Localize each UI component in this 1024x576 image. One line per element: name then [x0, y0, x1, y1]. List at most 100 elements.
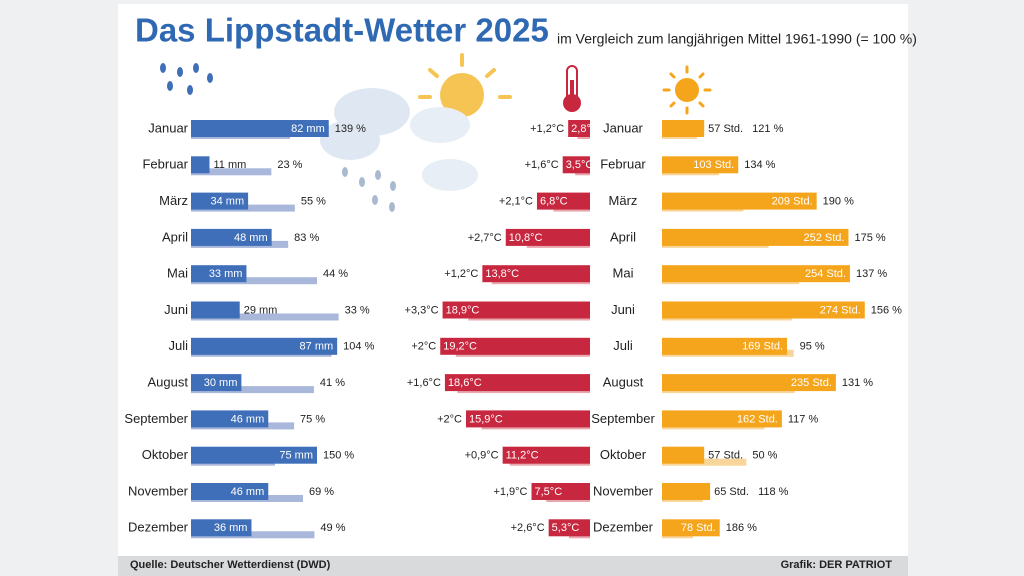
month-label: April	[610, 229, 636, 244]
month-label: Oktober	[600, 447, 647, 462]
percent-label: 41 %	[320, 377, 345, 389]
bar	[662, 374, 836, 392]
value-label: 169 Std.	[742, 341, 783, 353]
bar	[444, 374, 590, 392]
bar	[465, 410, 590, 428]
bar	[191, 265, 247, 283]
bar	[191, 483, 269, 500]
bar	[662, 519, 720, 537]
value-label: 65 Std.	[714, 486, 749, 498]
mean-bar	[191, 313, 339, 321]
percent-label: 49 %	[320, 522, 345, 534]
percent-label: 95 %	[800, 341, 825, 353]
bar	[191, 192, 249, 210]
bar	[191, 156, 210, 174]
month-label: Juni	[611, 302, 635, 317]
percent-label: 137 %	[856, 268, 887, 280]
bar	[536, 192, 590, 210]
percent-label: 118 %	[758, 486, 789, 498]
anomaly-label: +1,2°C	[444, 268, 478, 280]
percent-label: 121 %	[752, 123, 783, 135]
anomaly-label: +2,6°C	[511, 522, 545, 534]
title: Das Lippstadt-Wetter 2025	[135, 12, 549, 49]
percent-label: 33 %	[345, 304, 370, 316]
month-label: Dezember	[593, 520, 654, 535]
bar	[191, 120, 329, 137]
month-label: Juli	[613, 338, 633, 353]
thermometer-icon	[563, 65, 581, 112]
percent-label: 150 %	[323, 450, 354, 462]
month-label: November	[593, 483, 654, 498]
month-label: März	[159, 193, 188, 208]
percent-label: 44 %	[323, 268, 348, 280]
month-label: Mai	[613, 266, 634, 281]
percent-label: 190 %	[823, 196, 854, 208]
month-label: Juni	[164, 302, 188, 317]
value-label: 11,2°C	[506, 450, 539, 462]
percent-label: 75 %	[300, 413, 325, 425]
value-label: 46 mm	[231, 413, 265, 425]
percent-label: 186 %	[726, 522, 757, 534]
bar	[662, 337, 788, 355]
anomaly-label: +3,3°C	[405, 304, 439, 316]
month-label: Januar	[603, 120, 643, 135]
bar	[191, 519, 252, 537]
percent-label: 134 %	[744, 159, 775, 171]
bar	[662, 301, 865, 319]
month-label: Juli	[168, 338, 188, 353]
value-label: 36 mm	[214, 522, 248, 534]
bar	[662, 120, 705, 137]
value-label: 2,8°C	[571, 123, 599, 135]
bar	[562, 156, 590, 174]
anomaly-label: +2,7°C	[468, 232, 502, 244]
mean-bar	[191, 531, 315, 539]
value-label: 29 mm	[244, 304, 278, 316]
bar	[662, 265, 850, 283]
value-label: 19,2°C	[443, 341, 477, 353]
anomaly-label: +2°C	[411, 341, 436, 353]
bar	[505, 228, 590, 246]
month-label: Mai	[167, 266, 188, 281]
anomaly-label: +2°C	[437, 413, 462, 425]
month-label: September	[124, 411, 188, 426]
source: Quelle: Deutscher Wetterdienst (DWD)	[130, 559, 331, 571]
bar	[662, 483, 711, 500]
percent-label: 117 %	[788, 413, 819, 425]
bar	[191, 337, 338, 355]
bar	[662, 228, 849, 246]
bar	[191, 228, 272, 246]
percent-label: 156 %	[871, 304, 902, 316]
percent-label: 175 %	[854, 232, 885, 244]
value-label: 46 mm	[231, 486, 265, 498]
value-label: 11 mm	[213, 159, 246, 171]
value-label: 48 mm	[234, 232, 268, 244]
bar	[662, 156, 739, 174]
percent-label: 23 %	[277, 159, 302, 171]
footer	[118, 556, 908, 576]
month-label: Dezember	[128, 520, 189, 535]
value-label: 254 Std.	[805, 268, 846, 280]
rain-icon	[160, 63, 213, 95]
credit: Grafik: DER PATRIOT	[781, 559, 893, 571]
value-label: 82 mm	[291, 123, 325, 135]
anomaly-label: +1,2°C	[530, 123, 564, 135]
bar	[662, 410, 782, 428]
bar	[502, 446, 590, 464]
percent-label: 139 %	[335, 123, 366, 135]
month-label: November	[128, 483, 189, 498]
value-label: 57 Std.	[708, 450, 743, 462]
value-label: 7,5°C	[535, 486, 563, 498]
value-label: 30 mm	[204, 377, 238, 389]
value-label: 34 mm	[210, 196, 244, 208]
month-label: August	[603, 375, 644, 390]
month-label: Oktober	[142, 447, 189, 462]
bar	[531, 483, 590, 500]
month-label: August	[148, 375, 189, 390]
percent-label: 69 %	[309, 486, 334, 498]
percent-label: 131 %	[842, 377, 873, 389]
value-label: 162 Std.	[737, 413, 778, 425]
value-label: 33 mm	[209, 268, 243, 280]
value-label: 78 Std.	[681, 522, 716, 534]
month-label: Februar	[600, 157, 646, 172]
